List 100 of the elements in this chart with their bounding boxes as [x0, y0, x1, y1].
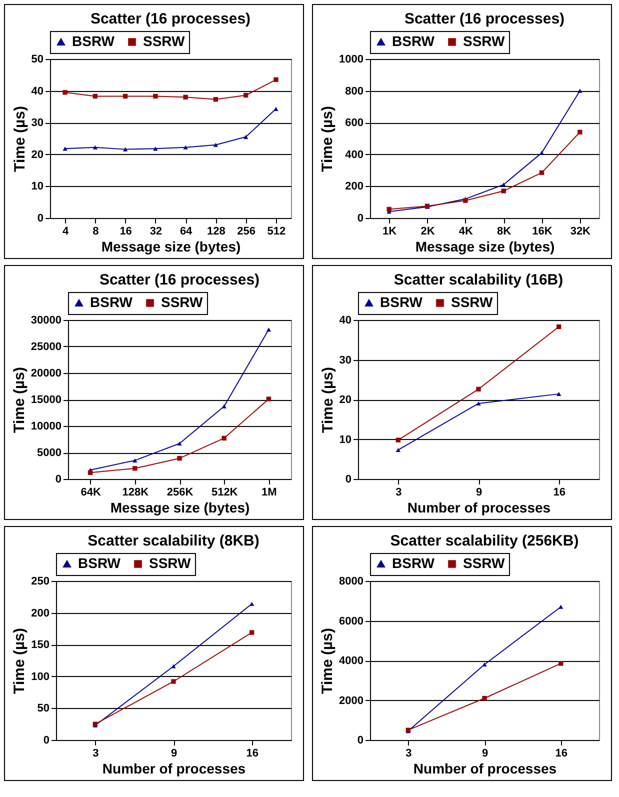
y-tick-label: 30 [31, 117, 44, 130]
x-tick-label: 9 [476, 486, 482, 498]
point [92, 94, 98, 99]
legend-label: BSRW [78, 555, 122, 571]
point [92, 145, 98, 150]
point [501, 188, 506, 194]
x-tick-label: 16K [532, 226, 552, 238]
x-tick-label: 128K [122, 486, 149, 498]
x-tick-label: 64 [180, 226, 194, 238]
x-tick-label: 256 [237, 226, 256, 238]
x-tick-label: 16 [555, 748, 568, 760]
chart-title: Scatter (16 processes) [404, 10, 565, 28]
y-tick-label: 250 [31, 576, 50, 588]
y-tick-label: 600 [345, 117, 364, 130]
point [171, 679, 176, 684]
point [558, 604, 564, 609]
point [132, 458, 138, 462]
y-axis-title: Time (µs) [319, 106, 336, 172]
point [213, 97, 218, 102]
point [222, 436, 226, 441]
point [62, 90, 68, 95]
point [177, 441, 182, 446]
point [122, 147, 128, 152]
x-axis-title: Message size (bytes) [110, 500, 250, 516]
point [249, 630, 254, 635]
y-axis-title: Time (µs) [319, 367, 336, 433]
x-tick-label: 3 [406, 748, 412, 760]
y-tick-label: 2000 [339, 694, 364, 707]
y-tick-label: 8000 [339, 576, 364, 588]
legend-label: BSRW [90, 294, 134, 310]
point [578, 130, 582, 134]
chart-title: Scatter (16 processes) [90, 10, 251, 28]
y-tick-label: 50 [37, 702, 50, 715]
y-tick-label: 10 [339, 434, 352, 446]
point [213, 142, 218, 147]
legend-label: BSRW [380, 294, 424, 310]
x-tick-label: 512 [267, 226, 286, 238]
y-tick-label: 1000 [339, 54, 364, 66]
point [274, 106, 278, 111]
point [396, 438, 401, 442]
legend-label: BSRW [72, 33, 116, 49]
y-axis-title: Time (µs) [319, 628, 336, 694]
point [396, 448, 401, 452]
x-tick-label: 8 [92, 226, 99, 238]
y-tick-label: 5000 [37, 447, 62, 459]
x-axis-title: Message size (bytes) [101, 238, 241, 254]
point [476, 386, 481, 392]
y-tick-label: 100 [31, 670, 50, 683]
point [132, 466, 138, 471]
y-tick-label: 40 [339, 314, 352, 326]
x-tick-label: 3 [92, 748, 99, 760]
point [266, 396, 272, 402]
point [539, 170, 544, 176]
y-tick-label: 200 [31, 607, 50, 620]
y-tick-label: 10 [31, 180, 44, 193]
x-tick-label: 256K [166, 486, 194, 498]
point [482, 696, 487, 701]
y-tick-label: 0 [43, 734, 50, 746]
x-tick-label: 9 [482, 748, 488, 760]
y-tick-label: 0 [357, 212, 364, 224]
x-tick-label: 128 [207, 226, 226, 238]
legend-label: BSRW [392, 33, 436, 49]
point [183, 94, 188, 100]
chart-title: Scatter scalability (8KB) [88, 532, 260, 550]
y-tick-label: 800 [345, 85, 364, 98]
point [222, 404, 226, 408]
x-axis-title: Number of processes [407, 500, 551, 516]
point [183, 145, 188, 150]
point [556, 392, 562, 396]
point [243, 134, 248, 139]
y-tick-label: 4000 [339, 655, 364, 667]
x-tick-label: 3 [396, 486, 402, 498]
legend-label: BSRW [392, 555, 436, 571]
legend-label: SSRW [451, 294, 494, 310]
point [88, 470, 93, 475]
point [274, 77, 278, 82]
y-tick-label: 150 [31, 639, 50, 652]
point [556, 324, 562, 330]
y-axis-title: Time (µs) [11, 106, 28, 172]
x-tick-label: 2K [420, 226, 435, 238]
point [153, 94, 158, 99]
x-tick-label: 32K [570, 226, 591, 238]
legend-label: SSRW [463, 33, 506, 49]
y-tick-label: 0 [55, 474, 62, 486]
x-axis-title: Number of processes [102, 760, 246, 776]
y-tick-label: 30000 [30, 314, 62, 326]
y-axis-title: Time (µs) [10, 367, 28, 433]
point [578, 88, 582, 93]
x-tick-label: 512K [211, 486, 238, 498]
y-tick-label: 25000 [30, 341, 62, 353]
y-tick-label: 20 [31, 148, 44, 161]
point [177, 456, 182, 461]
x-tick-label: 16 [120, 226, 132, 238]
y-tick-label: 40 [31, 85, 44, 98]
legend-label: SSRW [463, 555, 506, 571]
x-tick-label: 9 [170, 748, 178, 760]
y-axis-title: Time (µs) [11, 628, 28, 694]
x-tick-label: 16 [246, 748, 258, 760]
point [386, 206, 392, 212]
chart-title: Scatter scalability (16B) [394, 272, 564, 288]
